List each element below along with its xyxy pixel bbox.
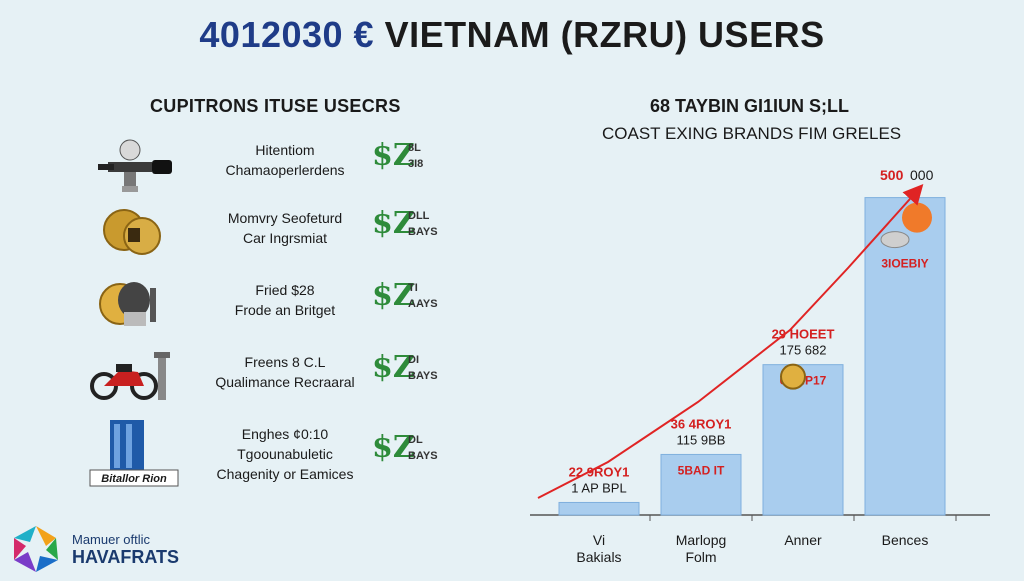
badge-big: $Z (372, 278, 415, 313)
row-line1: Enghes ¢0:10 (241, 426, 329, 442)
data-label: 29 HOEET (772, 327, 835, 342)
badge-top: DI (408, 354, 419, 366)
logo-icon (14, 526, 58, 572)
logo-line1: Mamuer oftlic (72, 532, 151, 547)
badge-big: $Z (372, 206, 415, 241)
badge-bottom: BAYS (408, 226, 438, 238)
motorbike-icon (90, 352, 170, 400)
list-item: Bitallor Rion Enghes ¢0:10 Tgoounabuleti… (80, 418, 480, 490)
data-label: 1 AP BPL (571, 480, 626, 495)
chart-subtitle: COAST EXING BRANDS FIM GRELES (602, 124, 902, 143)
x-tick-label: Vi Bakials (576, 532, 621, 565)
list-item: Hitentiom Chamaoperlerdens $Z 8L 3I8 (80, 132, 480, 196)
badge-big: $Z (372, 350, 415, 385)
row-line3: Chagenity or Eamices (216, 466, 354, 482)
silver-coin-icon (880, 231, 910, 249)
coin-icon (780, 363, 806, 390)
row-line2: Qualimance Recraaral (215, 374, 355, 390)
row-line1: Momvry Seofeturd (227, 210, 343, 226)
badge-top: DL (408, 434, 423, 446)
badge-big: $Z (372, 430, 415, 465)
value-badge: $Z DL BAYS (372, 430, 462, 474)
row-line1: Fried $28 (255, 282, 315, 298)
title-rest: VIETNAM (RZRU) USERS (374, 14, 825, 55)
helmet-coin-icon (99, 282, 156, 326)
badge-big: $Z (372, 138, 415, 173)
data-label: 22 9ROY1 (569, 464, 630, 479)
data-label: 175 682 (780, 343, 827, 358)
logo-line2: HAVAFRATS (72, 547, 179, 567)
list-item: Freens 8 C.L Qualimance Recraaral $Z DI … (80, 344, 480, 408)
chart-bar (762, 364, 844, 516)
badge-bottom: 3I8 (408, 158, 424, 170)
value-badge: $Z DI BAYS (372, 350, 462, 394)
badge-top: TI (408, 282, 418, 294)
data-label: 115 9BB (677, 432, 726, 447)
row-line1: Hitentiom (255, 142, 315, 158)
badge-bottom: BAYS (408, 450, 438, 462)
row-line2: Tgoounabuletic (237, 446, 333, 462)
data-label: 500 (880, 167, 904, 183)
data-label: 36 4ROY1 (671, 416, 732, 431)
x-tick-label: Anner (784, 532, 822, 548)
drone-icon (98, 139, 172, 192)
page-title: 4012030 € VIETNAM (RZRU) USERS (0, 14, 1024, 56)
x-tick-label: Bences (882, 532, 929, 548)
trend-arrow (537, 184, 924, 499)
value-badge: $Z 8L 3I8 (372, 138, 462, 182)
list-item: Fried $28 Frode an Britget $Z TI AAYS (80, 272, 480, 336)
badge-top: DLL (408, 210, 430, 222)
orange-ball-icon (902, 202, 932, 233)
value-badge: $Z TI AAYS (372, 278, 462, 322)
x-tick-label: Marlopg Folm (676, 532, 727, 565)
row-line2: Chamaoperlerdens (225, 162, 345, 178)
chart-bar (864, 197, 946, 516)
building-icon: Bitallor Rion (89, 420, 179, 487)
left-panel-heading: CUPITRONS ITUSE USECRS (150, 96, 401, 116)
coins-icon (103, 209, 161, 255)
row-line2: Frode an Britget (234, 302, 336, 318)
row-line2: Car Ingrsmiat (242, 230, 328, 246)
list-item: Momvry Seofeturd Car Ingrsmiat $Z DLL BA… (80, 200, 480, 264)
footer-logo: Mamuer oftlic HAVAFRATS (6, 520, 206, 576)
title-lead: 4012030 € (199, 14, 375, 55)
chart-bar (660, 453, 742, 516)
data-label: 000 (910, 167, 934, 183)
badge-top: 8L (408, 142, 421, 154)
data-label: 3IOEBIY (881, 257, 928, 271)
badge-bottom: AAYS (408, 298, 438, 310)
data-label: 5BAD IT (678, 463, 725, 477)
chart-bar (558, 501, 640, 516)
row-line1: Freens 8 C.L (244, 354, 326, 370)
badge-bottom: BAYS (408, 370, 438, 382)
chart-title: 68 TAYBIN GI1IUN S;LL (650, 96, 850, 116)
building-caption: Bitallor Rion (101, 473, 167, 485)
value-badge: $Z DLL BAYS (372, 206, 462, 250)
